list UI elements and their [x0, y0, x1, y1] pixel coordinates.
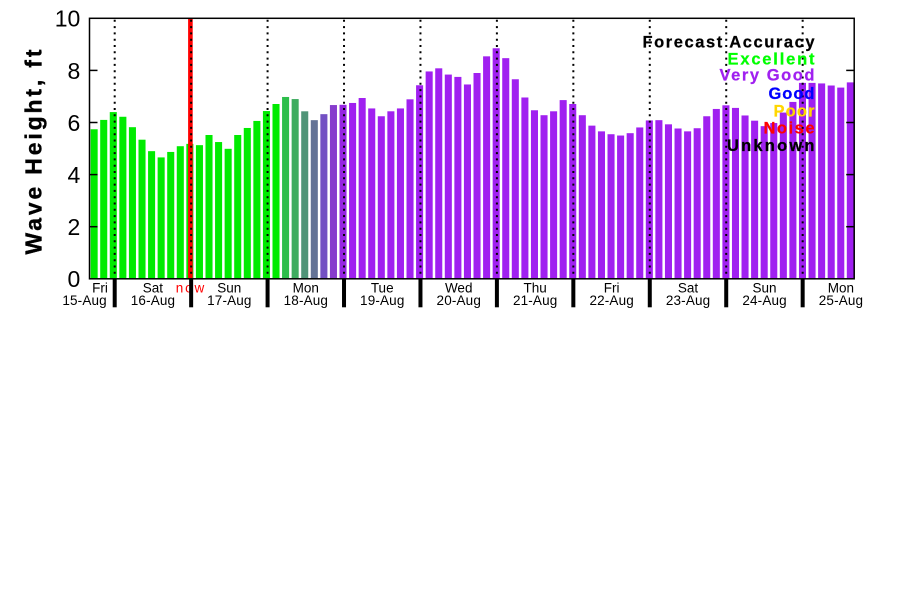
svg-text:Excellent: Excellent — [728, 51, 816, 69]
svg-text:18-Aug: 18-Aug — [284, 293, 328, 308]
svg-text:20-Aug: 20-Aug — [437, 293, 481, 308]
svg-text:23-Aug: 23-Aug — [666, 293, 710, 308]
svg-text:Unknown: Unknown — [727, 137, 815, 155]
svg-text:Sat: Sat — [143, 281, 164, 296]
svg-text:Good: Good — [769, 85, 815, 103]
svg-text:24-Aug: 24-Aug — [742, 293, 786, 308]
svg-text:17-Aug: 17-Aug — [207, 293, 251, 308]
svg-text:10: 10 — [55, 6, 81, 32]
svg-text:22-Aug: 22-Aug — [589, 293, 633, 308]
svg-text:19-Aug: 19-Aug — [360, 293, 404, 308]
svg-text:Poor: Poor — [774, 102, 816, 120]
svg-text:6: 6 — [68, 110, 81, 136]
svg-text:Mon: Mon — [828, 281, 854, 296]
svg-text:15-Aug: 15-Aug — [62, 293, 106, 308]
svg-text:25-Aug: 25-Aug — [819, 293, 863, 308]
svg-text:Sat: Sat — [678, 281, 699, 296]
svg-text:21-Aug: 21-Aug — [513, 293, 557, 308]
svg-text:Wed: Wed — [445, 281, 473, 296]
svg-text:Mon: Mon — [293, 281, 319, 296]
svg-text:Forecast Accuracy: Forecast Accuracy — [643, 33, 816, 51]
svg-text:16-Aug: 16-Aug — [131, 293, 175, 308]
svg-text:Noise: Noise — [764, 120, 815, 138]
svg-text:Fri: Fri — [92, 281, 108, 296]
svg-text:Very Good: Very Good — [720, 67, 815, 85]
svg-text:Thu: Thu — [523, 281, 546, 296]
svg-text:2: 2 — [68, 214, 81, 240]
svg-text:Fri: Fri — [604, 281, 620, 296]
svg-text:Tue: Tue — [371, 281, 394, 296]
svg-text:8: 8 — [68, 58, 81, 84]
svg-text:4: 4 — [68, 162, 81, 188]
svg-text:Sun: Sun — [752, 281, 776, 296]
svg-text:Wave Height, ft: Wave Height, ft — [21, 49, 47, 254]
svg-text:Sun: Sun — [217, 281, 241, 296]
svg-text:0: 0 — [68, 266, 81, 292]
